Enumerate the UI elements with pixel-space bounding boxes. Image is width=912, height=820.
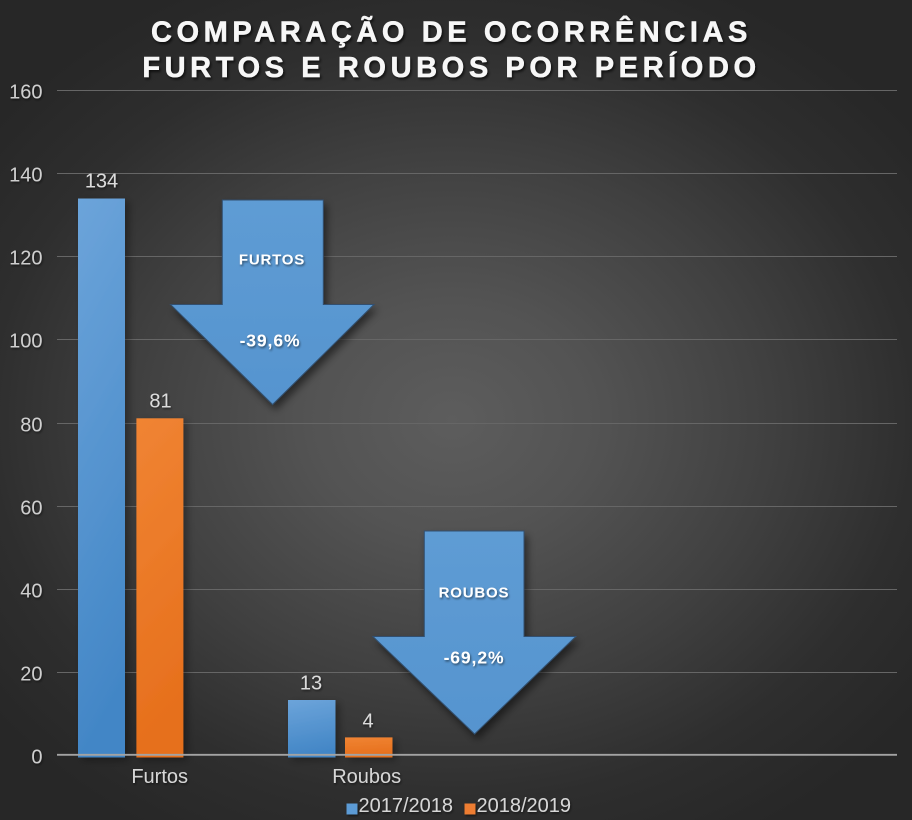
svg-text:2018/2019: 2018/2019 (477, 795, 572, 817)
svg-text:-69,2%: -69,2% (444, 648, 505, 668)
svg-text:FURTOS: FURTOS (239, 252, 305, 269)
svg-text:2017/2018: 2017/2018 (359, 795, 454, 817)
svg-text:20: 20 (20, 664, 42, 686)
svg-text:140: 140 (9, 165, 42, 187)
svg-text:4: 4 (362, 711, 373, 733)
svg-text:FURTOS E ROUBOS POR PERÍODO: FURTOS E ROUBOS POR PERÍODO (142, 50, 760, 84)
svg-text:13: 13 (300, 673, 322, 695)
svg-text:60: 60 (20, 498, 42, 520)
svg-text:160: 160 (9, 82, 42, 104)
svg-text:-39,6%: -39,6% (240, 331, 301, 351)
svg-text:81: 81 (149, 391, 171, 413)
svg-text:80: 80 (20, 415, 42, 437)
svg-text:COMPARAÇÃO DE OCORRÊNCIAS: COMPARAÇÃO DE OCORRÊNCIAS (151, 15, 752, 49)
svg-text:Furtos: Furtos (131, 766, 188, 788)
svg-text:40: 40 (20, 581, 42, 603)
svg-text:ROUBOS: ROUBOS (439, 585, 510, 602)
svg-text:120: 120 (9, 248, 42, 270)
svg-text:Roubos: Roubos (332, 766, 401, 788)
svg-text:100: 100 (9, 331, 42, 353)
svg-text:134: 134 (85, 171, 118, 193)
svg-text:0: 0 (31, 747, 42, 769)
